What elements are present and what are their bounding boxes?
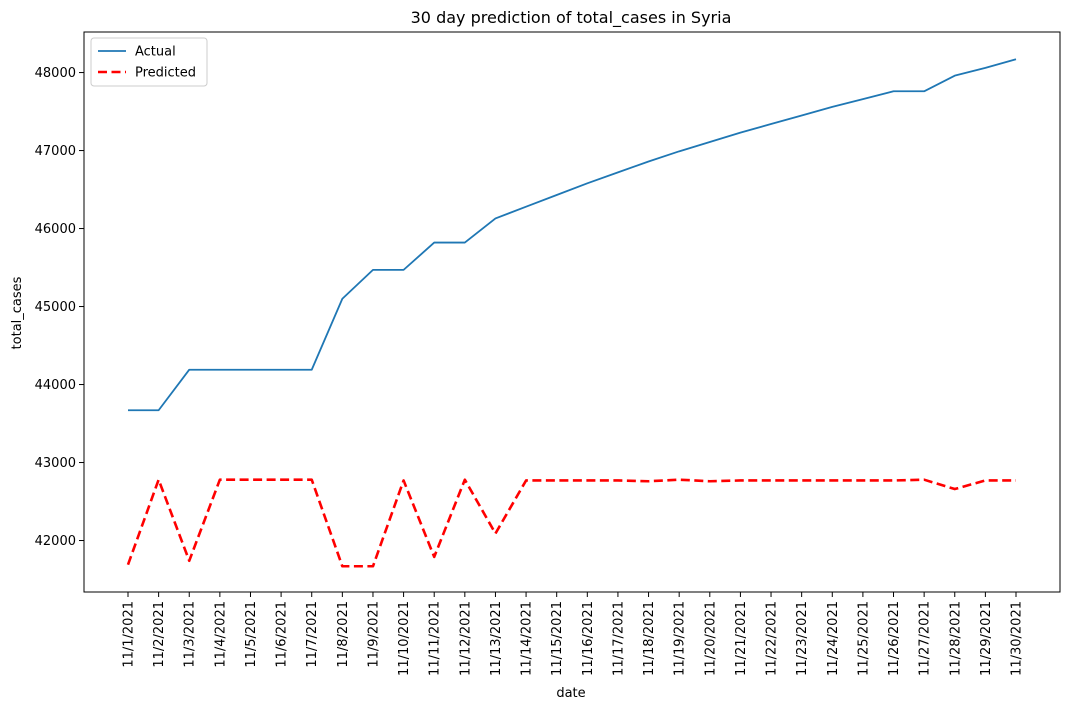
y-tick-label: 43000 [35, 456, 76, 471]
series-line-actual [128, 58, 1017, 412]
x-tick-label: 11/20/2021 [703, 601, 718, 676]
y-tick-label: 45000 [35, 300, 76, 315]
x-tick-label: 11/9/2021 [366, 601, 381, 668]
x-tick-label: 11/17/2021 [611, 601, 626, 676]
x-tick-label: 11/1/2021 [122, 601, 137, 668]
legend-box [90, 37, 208, 87]
x-tick-label: 11/6/2021 [275, 601, 290, 668]
legend: Actual Predicted [90, 37, 208, 87]
x-tick-label: 11/8/2021 [336, 601, 351, 668]
x-tick-label: 11/30/2021 [1010, 601, 1025, 676]
y-tick-label: 48000 [35, 66, 76, 81]
x-tick-label: 11/23/2021 [795, 601, 810, 676]
x-tick-label: 11/13/2021 [489, 601, 504, 676]
x-tick-label: 11/24/2021 [826, 601, 841, 676]
y-axis-label: total_cases [10, 276, 25, 349]
x-tick-label: 11/5/2021 [244, 601, 259, 668]
series-line-predicted [126, 478, 1016, 568]
x-tick-label: 11/18/2021 [642, 601, 657, 676]
x-tick-label: 11/16/2021 [581, 601, 596, 676]
x-tick-label: 11/26/2021 [887, 601, 902, 676]
x-tick-label: 11/3/2021 [183, 601, 198, 668]
chart-title: 30 day prediction of total_cases in Syri… [411, 8, 732, 28]
axes-frame [83, 31, 1061, 593]
x-tick-label: 11/11/2021 [428, 601, 443, 676]
x-tick-label: 11/19/2021 [673, 601, 688, 676]
legend-label-predicted: Predicted [135, 66, 196, 81]
x-tick-label: 11/25/2021 [856, 601, 871, 676]
y-tick-label: 47000 [35, 144, 76, 159]
x-tick-label: 11/14/2021 [520, 601, 535, 676]
x-tick-label: 11/10/2021 [397, 601, 412, 676]
x-tick-label: 11/21/2021 [734, 601, 749, 676]
y-tick-label: 44000 [35, 378, 76, 393]
x-tick-label: 11/28/2021 [948, 601, 963, 676]
y-tick-label: 42000 [35, 534, 76, 549]
x-tick-label: 11/2/2021 [152, 601, 167, 668]
x-tick-label: 11/29/2021 [979, 601, 994, 676]
x-tick-label: 11/15/2021 [550, 601, 565, 676]
x-tick-label: 11/12/2021 [458, 601, 473, 676]
legend-label-actual: Actual [135, 45, 176, 60]
x-axis-label: date [556, 686, 585, 701]
x-tick-label: 11/22/2021 [765, 601, 780, 676]
x-tick-label: 11/27/2021 [918, 601, 933, 676]
plot-area: 42000 43000 44000 45000 46000 47000 48000 11/1/… [35, 31, 1061, 676]
y-tick-label: 46000 [35, 222, 76, 237]
x-tick-label: 11/4/2021 [213, 601, 228, 668]
x-tick-label: 11/7/2021 [305, 601, 320, 668]
